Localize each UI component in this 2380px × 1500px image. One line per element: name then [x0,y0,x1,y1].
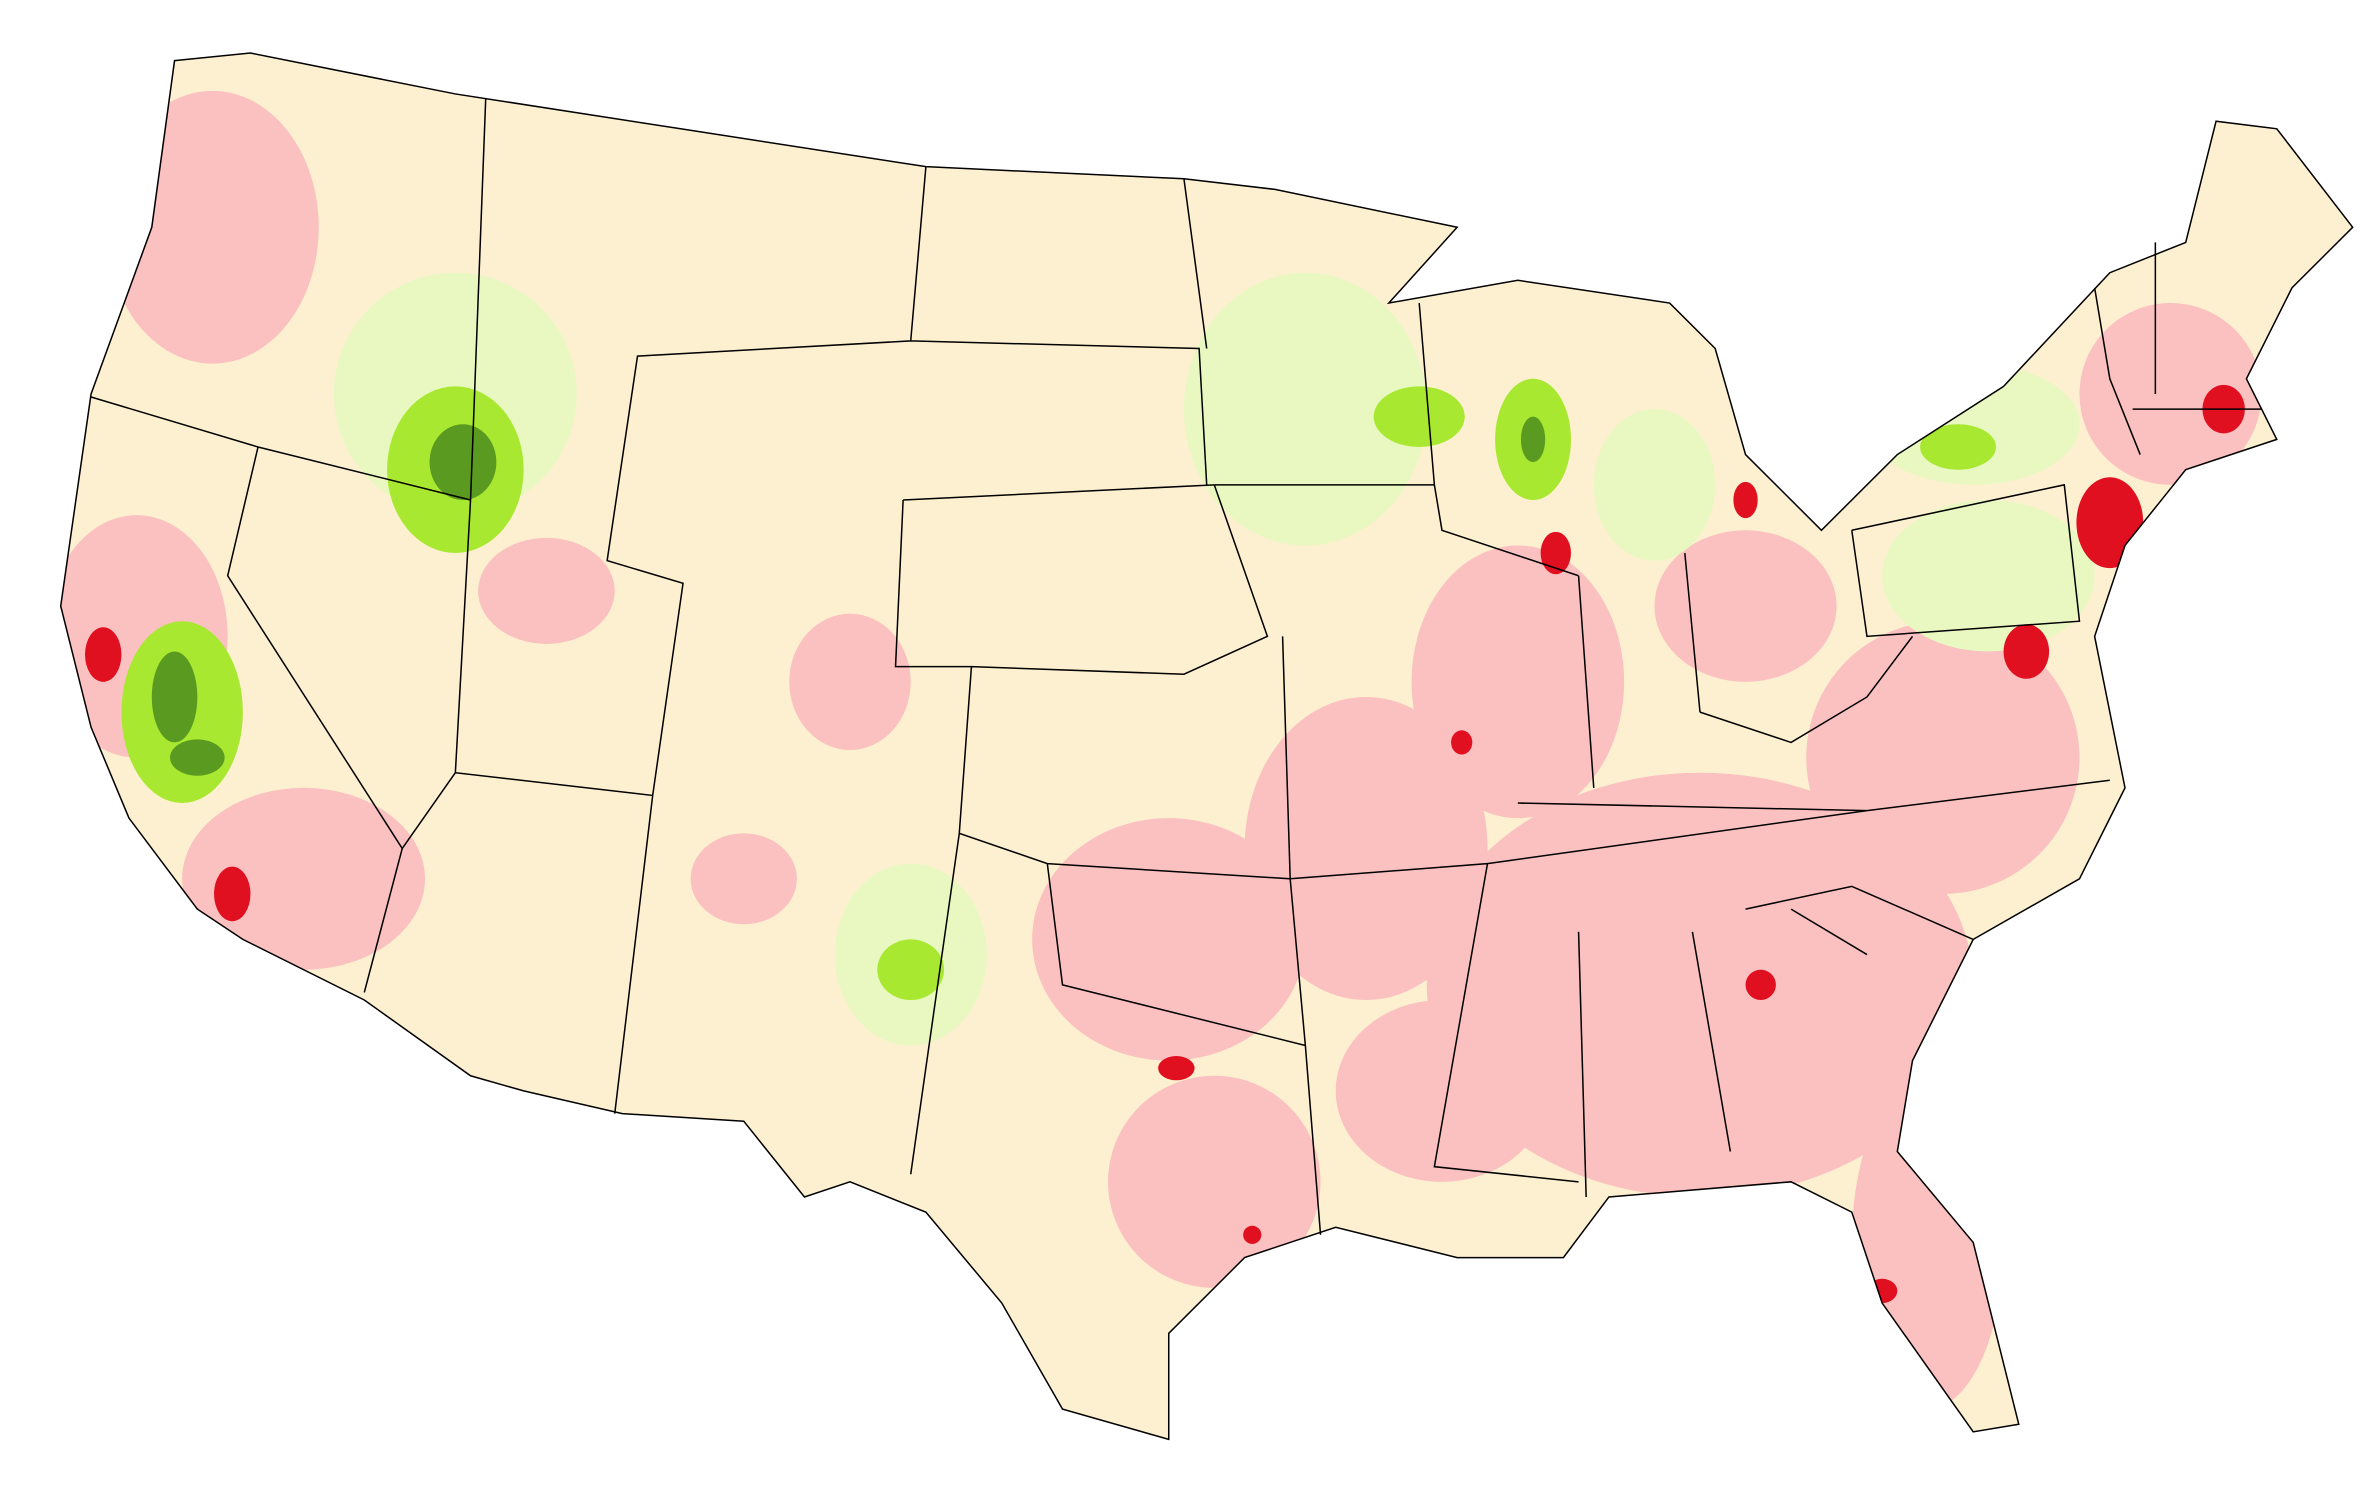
borders [59,52,2354,1441]
country-outline [59,52,2354,1441]
state-lines [90,98,2262,1235]
pink-areas [60,90,2262,1410]
dark-green-areas [151,416,1546,776]
